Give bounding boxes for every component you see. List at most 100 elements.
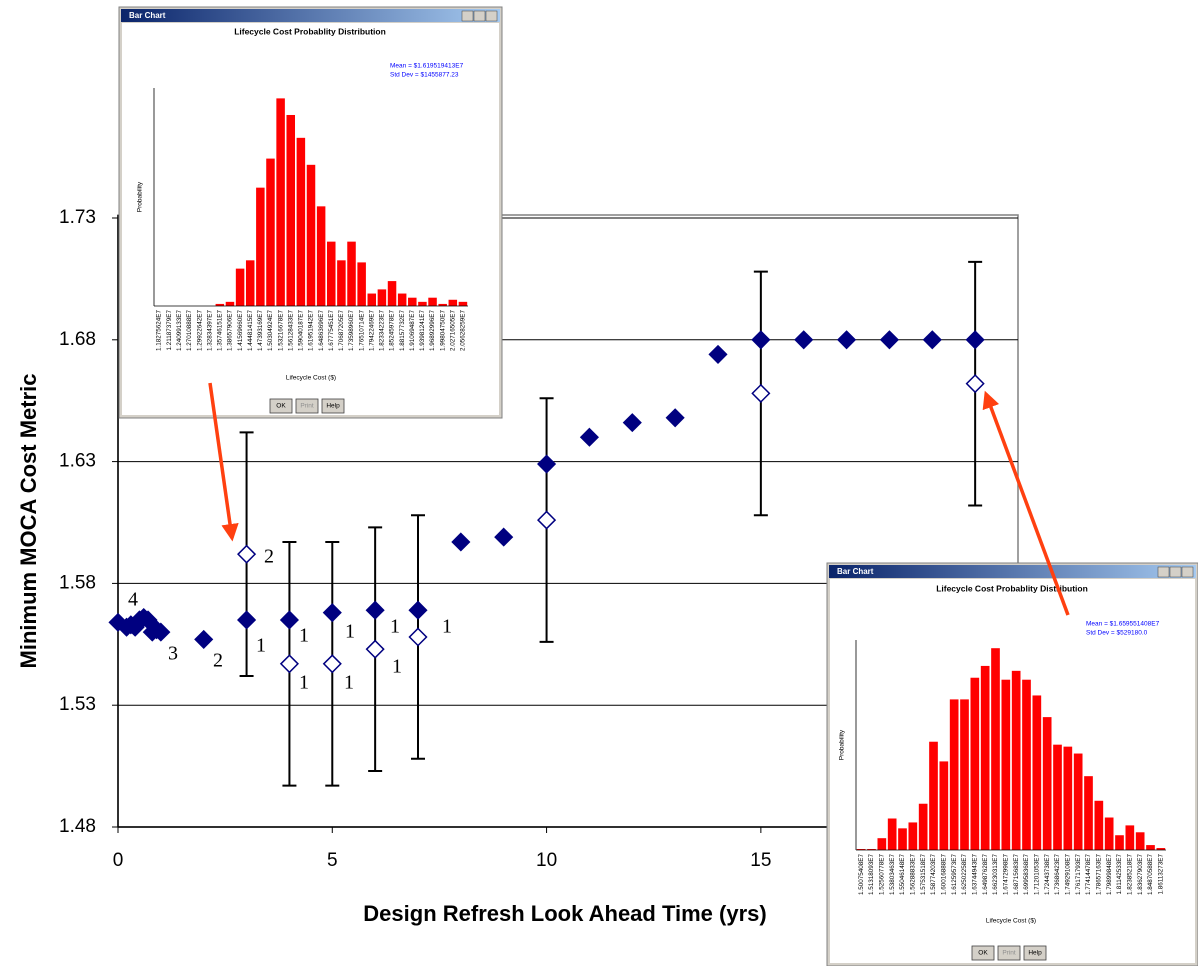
y-tick-label: 1.68	[59, 329, 96, 350]
x-tick-label: 1.68715683E7	[1013, 854, 1020, 895]
y-axis-title: Probability	[137, 181, 144, 212]
marker	[279, 654, 299, 674]
window-control[interactable]	[473, 10, 486, 22]
bar	[1011, 670, 1021, 850]
bar	[296, 137, 306, 306]
x-tick-label: 1.21187379E7	[166, 310, 173, 351]
point-annotation: 1	[390, 616, 400, 638]
button[interactable]	[971, 945, 995, 961]
button-label[interactable]: OK	[276, 403, 286, 410]
bar	[397, 293, 407, 306]
button[interactable]	[1023, 945, 1047, 961]
bar	[991, 648, 1000, 850]
marker	[194, 629, 214, 649]
window-control[interactable]	[485, 10, 498, 22]
x-tick-label: 1.83627903E7	[1137, 854, 1144, 895]
marker	[622, 413, 642, 433]
marker	[365, 600, 385, 620]
x-tick-label: 1.96892996E7	[429, 310, 436, 351]
button-label[interactable]: Help	[1028, 950, 1042, 957]
button[interactable]	[321, 398, 345, 414]
bar	[225, 301, 235, 306]
x-tick-label: 1.50304924E7	[267, 310, 274, 351]
bar	[357, 262, 366, 306]
window-title: Bar Chart	[129, 11, 166, 20]
x-tick-label: 1.64987628E7	[982, 854, 989, 895]
x-tick-label: 1.58774203E7	[930, 854, 937, 895]
x-axis-title: Design Refresh Look Ahead Time (yrs)	[363, 901, 766, 926]
y-axis-title: Probability	[839, 729, 846, 760]
marker	[322, 603, 342, 623]
x-tick-label: 1.66230313E7	[992, 854, 999, 895]
marker	[537, 454, 557, 474]
bar	[1053, 744, 1062, 850]
x-tick-label: 1.24099133E7	[176, 310, 183, 351]
x-tick-label: 1.63744943E7	[972, 854, 979, 895]
x-tick-label: 1.29922642E7	[196, 310, 203, 351]
bar	[266, 158, 275, 306]
x-tick-label: 1.35746151E7	[217, 310, 224, 351]
bar	[327, 241, 336, 306]
bar	[856, 849, 866, 850]
bar	[235, 268, 245, 306]
point-annotation: 1	[442, 616, 452, 638]
x-tick-label: 1.70687205E7	[338, 310, 345, 351]
x-tick-label: 1.44481415E7	[247, 310, 254, 351]
window-control[interactable]	[1169, 566, 1182, 578]
marker	[879, 330, 899, 350]
x-tick-label: 1.81142533E7	[1116, 854, 1123, 895]
window-titlebar	[829, 565, 1196, 578]
bar	[1125, 825, 1135, 850]
point-annotation: 1	[299, 672, 309, 694]
x-tick-label: 1.50075408E7	[858, 854, 865, 895]
x-tick-label: 1.53803463E7	[889, 854, 896, 895]
x-tick-label: 1.85245978E7	[389, 310, 396, 351]
inset-stat: Std Dev = $1455877.23	[390, 72, 459, 79]
x-tick-label: 1.67775451E7	[328, 310, 335, 351]
button-label[interactable]: OK	[978, 950, 988, 957]
x-tick-label: 1.60016888E7	[941, 854, 948, 895]
x-tick-label: 1.72443738E7	[1044, 854, 1051, 895]
button-label[interactable]: Print	[1002, 950, 1016, 957]
marker	[751, 383, 771, 403]
x-tick-label: 10	[536, 850, 557, 871]
x-tick-label: 1.56288833E7	[910, 854, 917, 895]
bar	[215, 303, 225, 306]
window-control[interactable]	[461, 10, 474, 22]
bar	[337, 260, 346, 306]
bar	[1084, 776, 1093, 850]
button-label[interactable]: Help	[326, 403, 340, 410]
button[interactable]	[269, 398, 293, 414]
inset-title: Lifecycle Cost Probablity Distribution	[234, 26, 386, 36]
bar	[245, 260, 255, 306]
x-tick-label: 1.77414478E7	[1085, 854, 1092, 895]
x-tick-label: 1.84870588E7	[1147, 854, 1154, 895]
x-tick-label: 1.93981241E7	[419, 310, 426, 351]
button[interactable]	[997, 945, 1021, 961]
y-tick-label: 1.58	[59, 572, 96, 593]
bar	[1104, 817, 1114, 850]
window-control[interactable]	[1181, 566, 1194, 578]
bar	[1073, 753, 1083, 850]
button[interactable]	[295, 398, 319, 414]
window-control[interactable]	[1157, 566, 1170, 578]
x-tick-label: 1.62502258E7	[961, 854, 968, 895]
button-label[interactable]: Print	[300, 403, 314, 410]
x-tick-label: 1.76510714E7	[358, 310, 365, 351]
x-tick-label: 1.64863696E7	[318, 310, 325, 351]
x-tick-label: 1.82385218E7	[1127, 854, 1134, 895]
x-tick-label: 1.73686423E7	[1054, 854, 1061, 895]
marker	[237, 544, 257, 564]
x-tick-label: 1.91069487E7	[409, 310, 416, 351]
x-tick-label: 1.76171793E7	[1075, 854, 1082, 895]
arrow	[208, 382, 239, 542]
point-annotation: 1	[345, 621, 355, 643]
x-axis-title: Lifecycle Cost ($)	[286, 375, 336, 382]
bar	[939, 761, 949, 850]
bar	[1094, 800, 1104, 850]
x-tick-label: 1.99804750E7	[439, 310, 446, 351]
x-tick-label: 1.47393169E7	[257, 310, 264, 351]
x-tick-label: 1.52560778E7	[879, 854, 886, 895]
bar	[1022, 679, 1031, 850]
